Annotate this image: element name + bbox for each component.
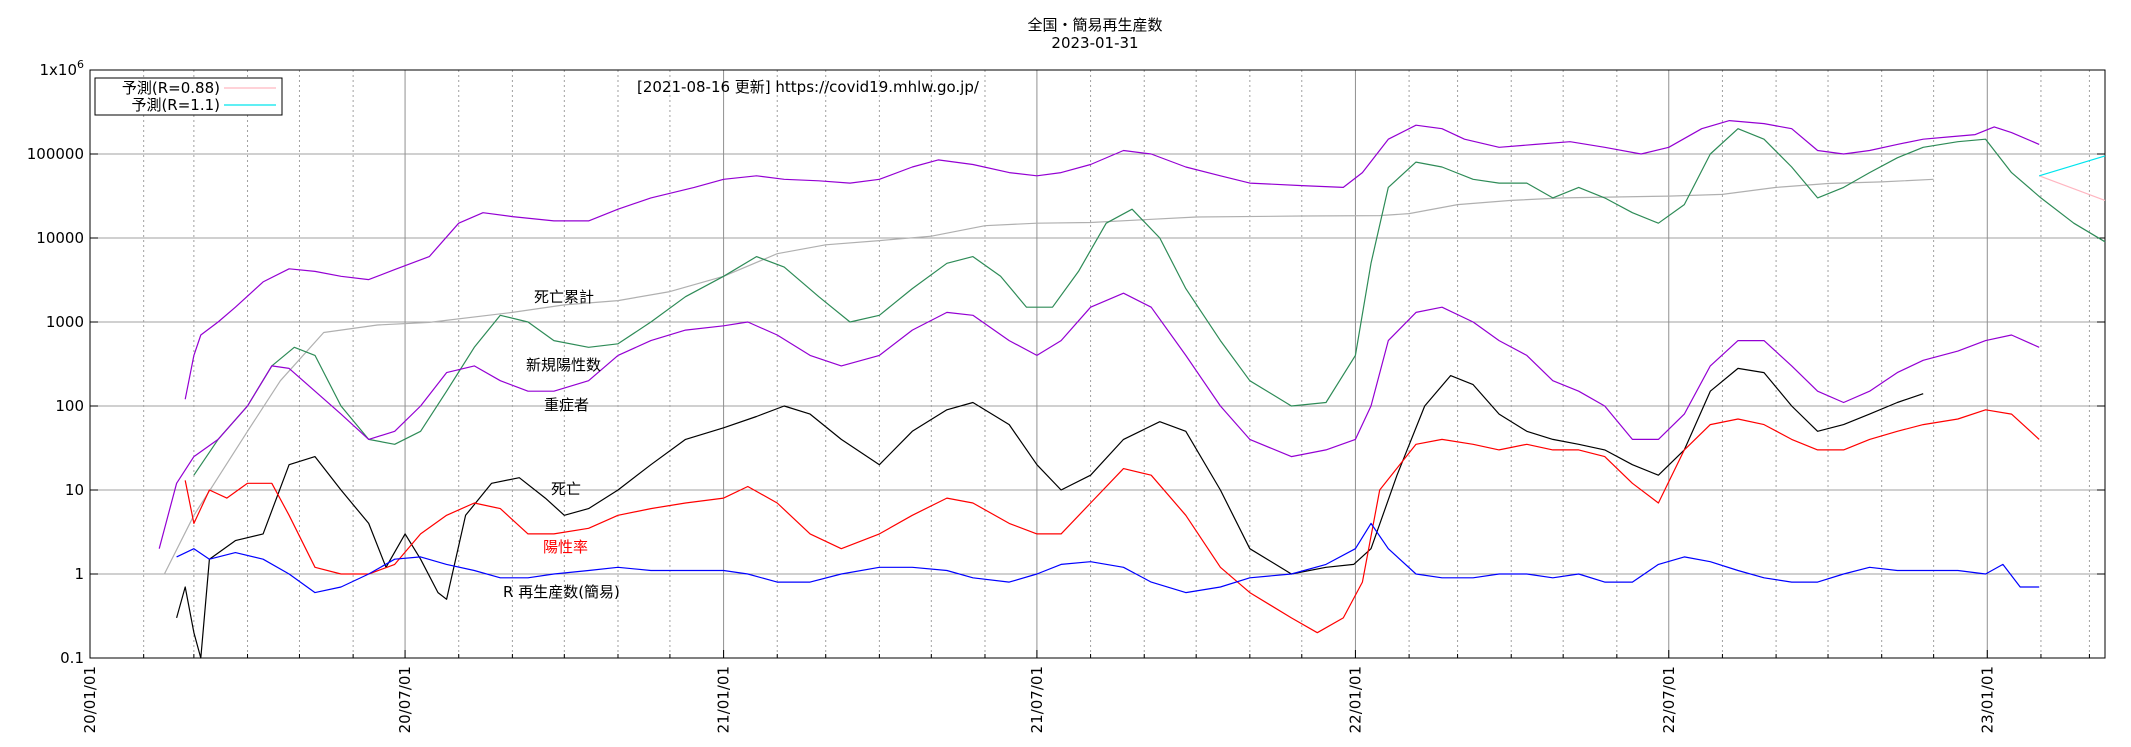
x-tick-label: 21/01/01 [715, 666, 733, 733]
y-tick-label: 100000 [27, 145, 84, 163]
y-tick-label: 0.1 [60, 649, 84, 667]
x-axis-tick-labels: 20/01/01 20/07/01 21/01/01 21/07/01 22/01/01… [81, 666, 1996, 733]
y-tick-label: 10000 [36, 229, 84, 247]
series-line-6 [176, 522, 2040, 594]
y-tick-label: 1x106 [39, 58, 84, 79]
chart-annotation: [2021-08-16 更新] https://covid19.mhlw.go.… [637, 78, 980, 96]
series-label-positivity-rate: 陽性率 [543, 538, 588, 556]
legend: 予測(R=0.88) 予測(R=1.1) [94, 77, 283, 116]
x-tick-label: 21/07/01 [1028, 666, 1046, 733]
x-tick-label: 22/07/01 [1660, 666, 1678, 733]
series-line-1 [184, 120, 2040, 400]
y-axis-tick-labels: 0.1 1 10 100 1000 10000 100000 1x106 [27, 58, 84, 667]
series-label-reproduction-number: R 再生産数(簡易) [503, 583, 620, 601]
series-labels: 死亡累計 新規陽性数 重症者 死亡 陽性率 R 再生産数(簡易) [503, 288, 620, 601]
x-tick-label: 20/01/01 [81, 666, 99, 733]
y-tick-label: 100 [55, 397, 84, 415]
series-line-8 [2039, 155, 2106, 177]
series-label-deaths: 死亡 [551, 480, 581, 498]
y-tick-label: 1 [74, 565, 84, 583]
x-tick-label: 23/01/01 [1978, 666, 1996, 733]
chart-title: 全国・簡易再生産数 [1027, 16, 1162, 34]
legend-label-1: 予測(R=1.1) [131, 96, 220, 114]
series-line-0 [163, 178, 1934, 575]
x-tick-label: 20/07/01 [396, 666, 414, 733]
plot-area-frame [89, 69, 2106, 659]
series-line-5 [184, 409, 2040, 634]
series-line-3 [158, 292, 2040, 549]
series-label-cumulative-deaths: 死亡累計 [534, 288, 594, 306]
chart-subtitle: 2023-01-31 [1051, 34, 1138, 52]
legend-box [94, 77, 283, 116]
legend-label-0: 予測(R=0.88) [122, 79, 220, 97]
series-label-severe: 重症者 [544, 396, 589, 414]
grid [89, 69, 2105, 659]
series-label-new-positive: 新規陽性数 [526, 356, 601, 374]
series-line-4 [176, 367, 1924, 659]
series-line-2 [193, 128, 2106, 476]
series-line-7 [2038, 175, 2106, 201]
series-layer [158, 120, 2106, 659]
y-tick-label: 1000 [46, 313, 84, 331]
x-tick-label: 22/01/01 [1346, 666, 1364, 733]
y-tick-label: 10 [65, 481, 84, 499]
